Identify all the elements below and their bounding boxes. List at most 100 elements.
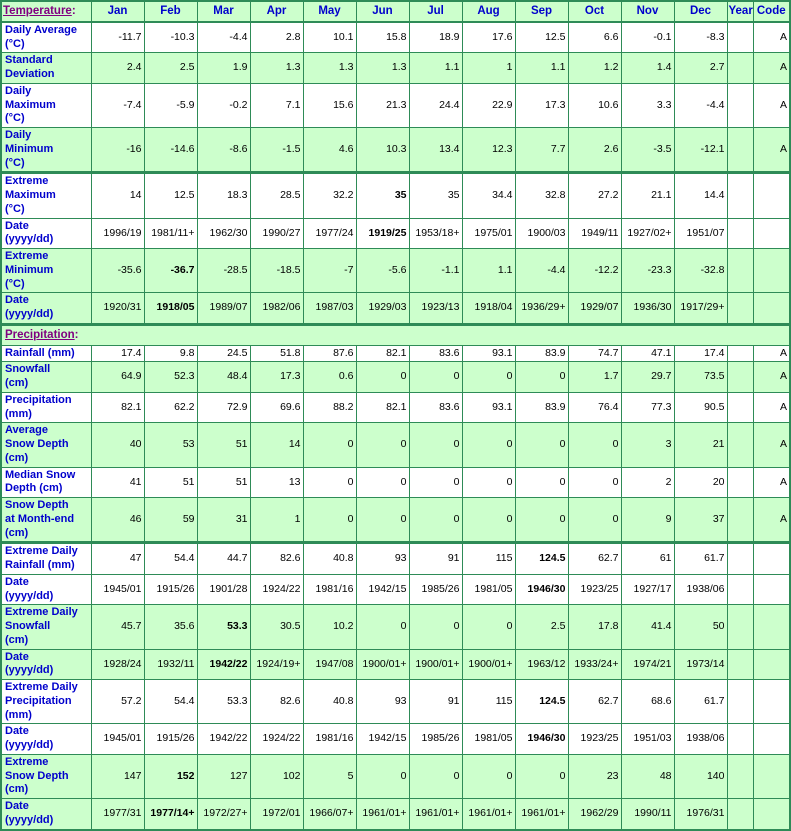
data-cell: 1927/02+ <box>620 217 675 250</box>
year-cell <box>726 292 754 325</box>
code-cell <box>752 798 791 831</box>
table-row: Extreme Minimum (°C) -35.6 -36.7 -28.5 -18.5 -7… <box>0 248 791 294</box>
data-cell: 0 <box>461 466 516 499</box>
data-cell: 1942/22 <box>196 723 251 755</box>
data-cell: 91 <box>408 679 463 725</box>
data-cell: 1981/16 <box>302 573 357 606</box>
data-cell: 1973/14 <box>673 648 728 681</box>
data-cell: 1942/22 <box>196 648 251 681</box>
data-cell: 47.1 <box>620 344 675 363</box>
year-cell <box>726 361 754 393</box>
year-cell <box>726 604 754 650</box>
data-cell: 1929/03 <box>355 292 410 325</box>
data-cell: 1942/15 <box>355 723 410 755</box>
data-cell: 1961/01+ <box>355 798 410 831</box>
data-cell: 0 <box>461 753 516 800</box>
data-cell: 1936/30 <box>620 292 675 325</box>
data-cell: -8.3 <box>673 21 728 54</box>
data-cell: 0 <box>408 361 463 393</box>
data-cell: -4.4 <box>514 248 569 294</box>
data-cell: 1.3 <box>249 52 304 84</box>
data-cell: 1963/12 <box>514 648 569 681</box>
data-cell: 1972/01 <box>249 798 304 831</box>
data-cell: 90.5 <box>673 391 728 424</box>
data-cell: 1949/11 <box>567 217 622 250</box>
data-cell: 1938/06 <box>673 723 728 755</box>
code-cell <box>752 217 791 250</box>
year-cell <box>726 21 754 54</box>
data-cell: 0 <box>514 497 569 544</box>
data-cell: 37 <box>673 497 728 544</box>
data-cell: 12.3 <box>461 127 516 174</box>
data-cell: 93.1 <box>461 391 516 424</box>
table-row: Date (yyyy/dd) 1920/31 1918/05 1989/07 1982/0… <box>0 292 791 325</box>
data-cell: 32.8 <box>514 171 569 219</box>
data-cell: 1924/22 <box>249 573 304 606</box>
data-cell: 0 <box>302 497 357 544</box>
data-cell: 51.8 <box>249 344 304 363</box>
precipitation-link[interactable]: Precipitation <box>5 328 75 341</box>
data-cell: 93 <box>355 541 410 575</box>
data-cell: 1976/31 <box>673 798 728 831</box>
data-cell: 0 <box>302 422 357 468</box>
data-cell: -3.5 <box>620 127 675 174</box>
data-cell: 127 <box>196 753 251 800</box>
row-label: Date (yyyy/dd) <box>0 798 92 831</box>
data-cell: 12.5 <box>514 21 569 54</box>
data-cell: 10.6 <box>567 82 622 129</box>
data-cell: 54.4 <box>143 541 198 575</box>
code-cell: A <box>752 127 791 174</box>
code-cell <box>752 648 791 681</box>
data-cell: 2.6 <box>567 127 622 174</box>
data-cell: 1981/11+ <box>143 217 198 250</box>
data-cell: 41 <box>90 466 145 499</box>
data-cell: 1945/01 <box>90 573 145 606</box>
year-cell <box>726 798 754 831</box>
data-cell: 152 <box>143 753 198 800</box>
year-cell <box>726 171 754 219</box>
data-cell: 1966/07+ <box>302 798 357 831</box>
data-cell: 88.2 <box>302 391 357 424</box>
data-cell: 124.5 <box>514 541 569 575</box>
data-cell: 2.5 <box>514 604 569 650</box>
data-cell: 18.3 <box>196 171 251 219</box>
month-header-jul: Jul <box>408 0 463 23</box>
data-cell: 1945/01 <box>90 723 145 755</box>
data-cell: 35.6 <box>143 604 198 650</box>
data-cell: 28.5 <box>249 171 304 219</box>
temperature-link[interactable]: Temperature <box>3 5 72 18</box>
data-cell: 57.2 <box>90 679 145 725</box>
row-label: Average Snow Depth (cm) <box>0 422 92 468</box>
code-cell: A <box>752 422 791 468</box>
data-cell: 1936/29+ <box>514 292 569 325</box>
data-cell: -23.3 <box>620 248 675 294</box>
month-header-nov: Nov <box>620 0 675 23</box>
data-cell: 0 <box>514 361 569 393</box>
data-cell: 1938/06 <box>673 573 728 606</box>
data-cell: 91 <box>408 541 463 575</box>
data-cell: 87.6 <box>302 344 357 363</box>
data-cell: 1977/24 <box>302 217 357 250</box>
data-cell: 1962/30 <box>196 217 251 250</box>
data-cell: 0 <box>355 361 410 393</box>
data-cell: 1933/24+ <box>567 648 622 681</box>
table-row: Snowfall (cm) 64.9 52.3 48.4 17.3 0.6 0 0 0 0 1.7 29… <box>0 361 791 393</box>
data-cell: -18.5 <box>249 248 304 294</box>
row-label: Median Snow Depth (cm) <box>0 466 92 499</box>
data-cell: 59 <box>143 497 198 544</box>
code-cell: A <box>752 82 791 129</box>
data-cell: 1942/15 <box>355 573 410 606</box>
data-cell: 1951/03 <box>620 723 675 755</box>
data-cell: -32.8 <box>673 248 728 294</box>
data-cell: 72.9 <box>196 391 251 424</box>
data-cell: 1996/19 <box>90 217 145 250</box>
data-cell: 0 <box>567 497 622 544</box>
data-cell: 61.7 <box>673 541 728 575</box>
data-cell: 40 <box>90 422 145 468</box>
data-cell: 1.2 <box>567 52 622 84</box>
data-cell: -8.6 <box>196 127 251 174</box>
data-cell: -1.5 <box>249 127 304 174</box>
row-label: Date (yyyy/dd) <box>0 573 92 606</box>
data-cell: 147 <box>90 753 145 800</box>
table-row: Daily Maximum (°C) -7.4 -5.9 -0.2 7.1 15.6 21.3 2… <box>0 82 791 129</box>
